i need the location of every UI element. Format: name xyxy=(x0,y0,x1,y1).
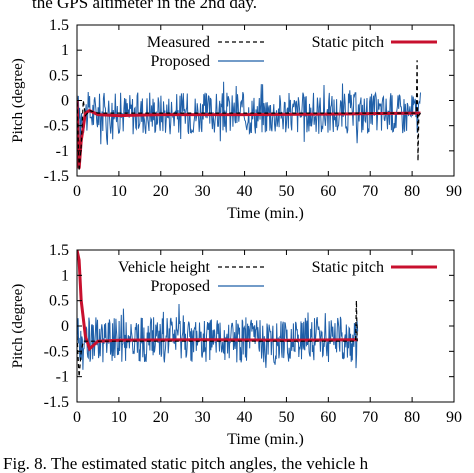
legend-label: Static pitch xyxy=(312,34,384,51)
x-tick-label: 90 xyxy=(446,183,462,200)
legend-label: Measured xyxy=(147,34,210,51)
legend-label: Proposed xyxy=(150,53,210,70)
x-tick-label: 50 xyxy=(278,183,294,200)
y-tick-label: -1.5 xyxy=(44,168,69,185)
x-tick-label: 40 xyxy=(237,409,253,426)
y-tick-label: -1 xyxy=(56,143,69,160)
series-line-vehicle-height xyxy=(77,300,358,377)
x-tick-label: 0 xyxy=(73,409,81,426)
x-tick-label: 70 xyxy=(362,409,378,426)
caption-bottom: Fig. 8. The estimated static pitch angle… xyxy=(3,454,369,473)
legend-label: Static pitch xyxy=(312,259,384,276)
x-axis-label: Time (min.) xyxy=(227,205,304,222)
y-tick-label: 1.5 xyxy=(49,17,69,34)
y-axis-label: Pitch (degree) xyxy=(10,284,26,369)
legend-label: Vehicle height xyxy=(118,259,211,276)
x-tick-label: 0 xyxy=(73,183,81,200)
series-line-static-pitch xyxy=(77,100,421,169)
y-axis-label: Pitch (degree) xyxy=(10,58,26,143)
y-tick-label: -1 xyxy=(56,369,69,386)
y-tick-label: 0.5 xyxy=(49,293,69,310)
caption-top: the GPS altimeter in the 2nd day. xyxy=(32,0,258,12)
x-axis-label: Time (min.) xyxy=(227,431,304,448)
y-tick-label: -1.5 xyxy=(44,394,69,411)
x-tick-label: 10 xyxy=(111,409,127,426)
x-tick-label: 30 xyxy=(195,183,211,200)
x-tick-label: 60 xyxy=(320,183,336,200)
y-tick-label: 0.5 xyxy=(49,67,69,84)
x-tick-label: 20 xyxy=(153,183,169,200)
x-tick-label: 10 xyxy=(111,183,127,200)
x-tick-label: 30 xyxy=(195,409,211,426)
y-tick-label: 0 xyxy=(61,93,69,110)
x-tick-label: 60 xyxy=(320,409,336,426)
x-tick-label: 50 xyxy=(278,409,294,426)
y-tick-label: 1 xyxy=(61,267,69,284)
series-line-proposed xyxy=(77,81,421,145)
y-tick-label: -0.5 xyxy=(44,118,69,135)
x-tick-label: 80 xyxy=(404,409,420,426)
series-line-proposed xyxy=(77,303,359,370)
series-line-static-pitch xyxy=(77,250,358,352)
x-tick-label: 80 xyxy=(404,183,420,200)
y-tick-label: 0 xyxy=(61,318,69,335)
legend-label: Proposed xyxy=(150,278,210,295)
x-tick-label: 70 xyxy=(362,183,378,200)
y-tick-label: -0.5 xyxy=(44,343,69,360)
y-tick-label: 1 xyxy=(61,42,69,59)
x-tick-label: 20 xyxy=(153,409,169,426)
x-tick-label: 90 xyxy=(446,409,462,426)
x-tick-label: 40 xyxy=(237,183,253,200)
y-tick-label: 1.5 xyxy=(49,242,69,259)
